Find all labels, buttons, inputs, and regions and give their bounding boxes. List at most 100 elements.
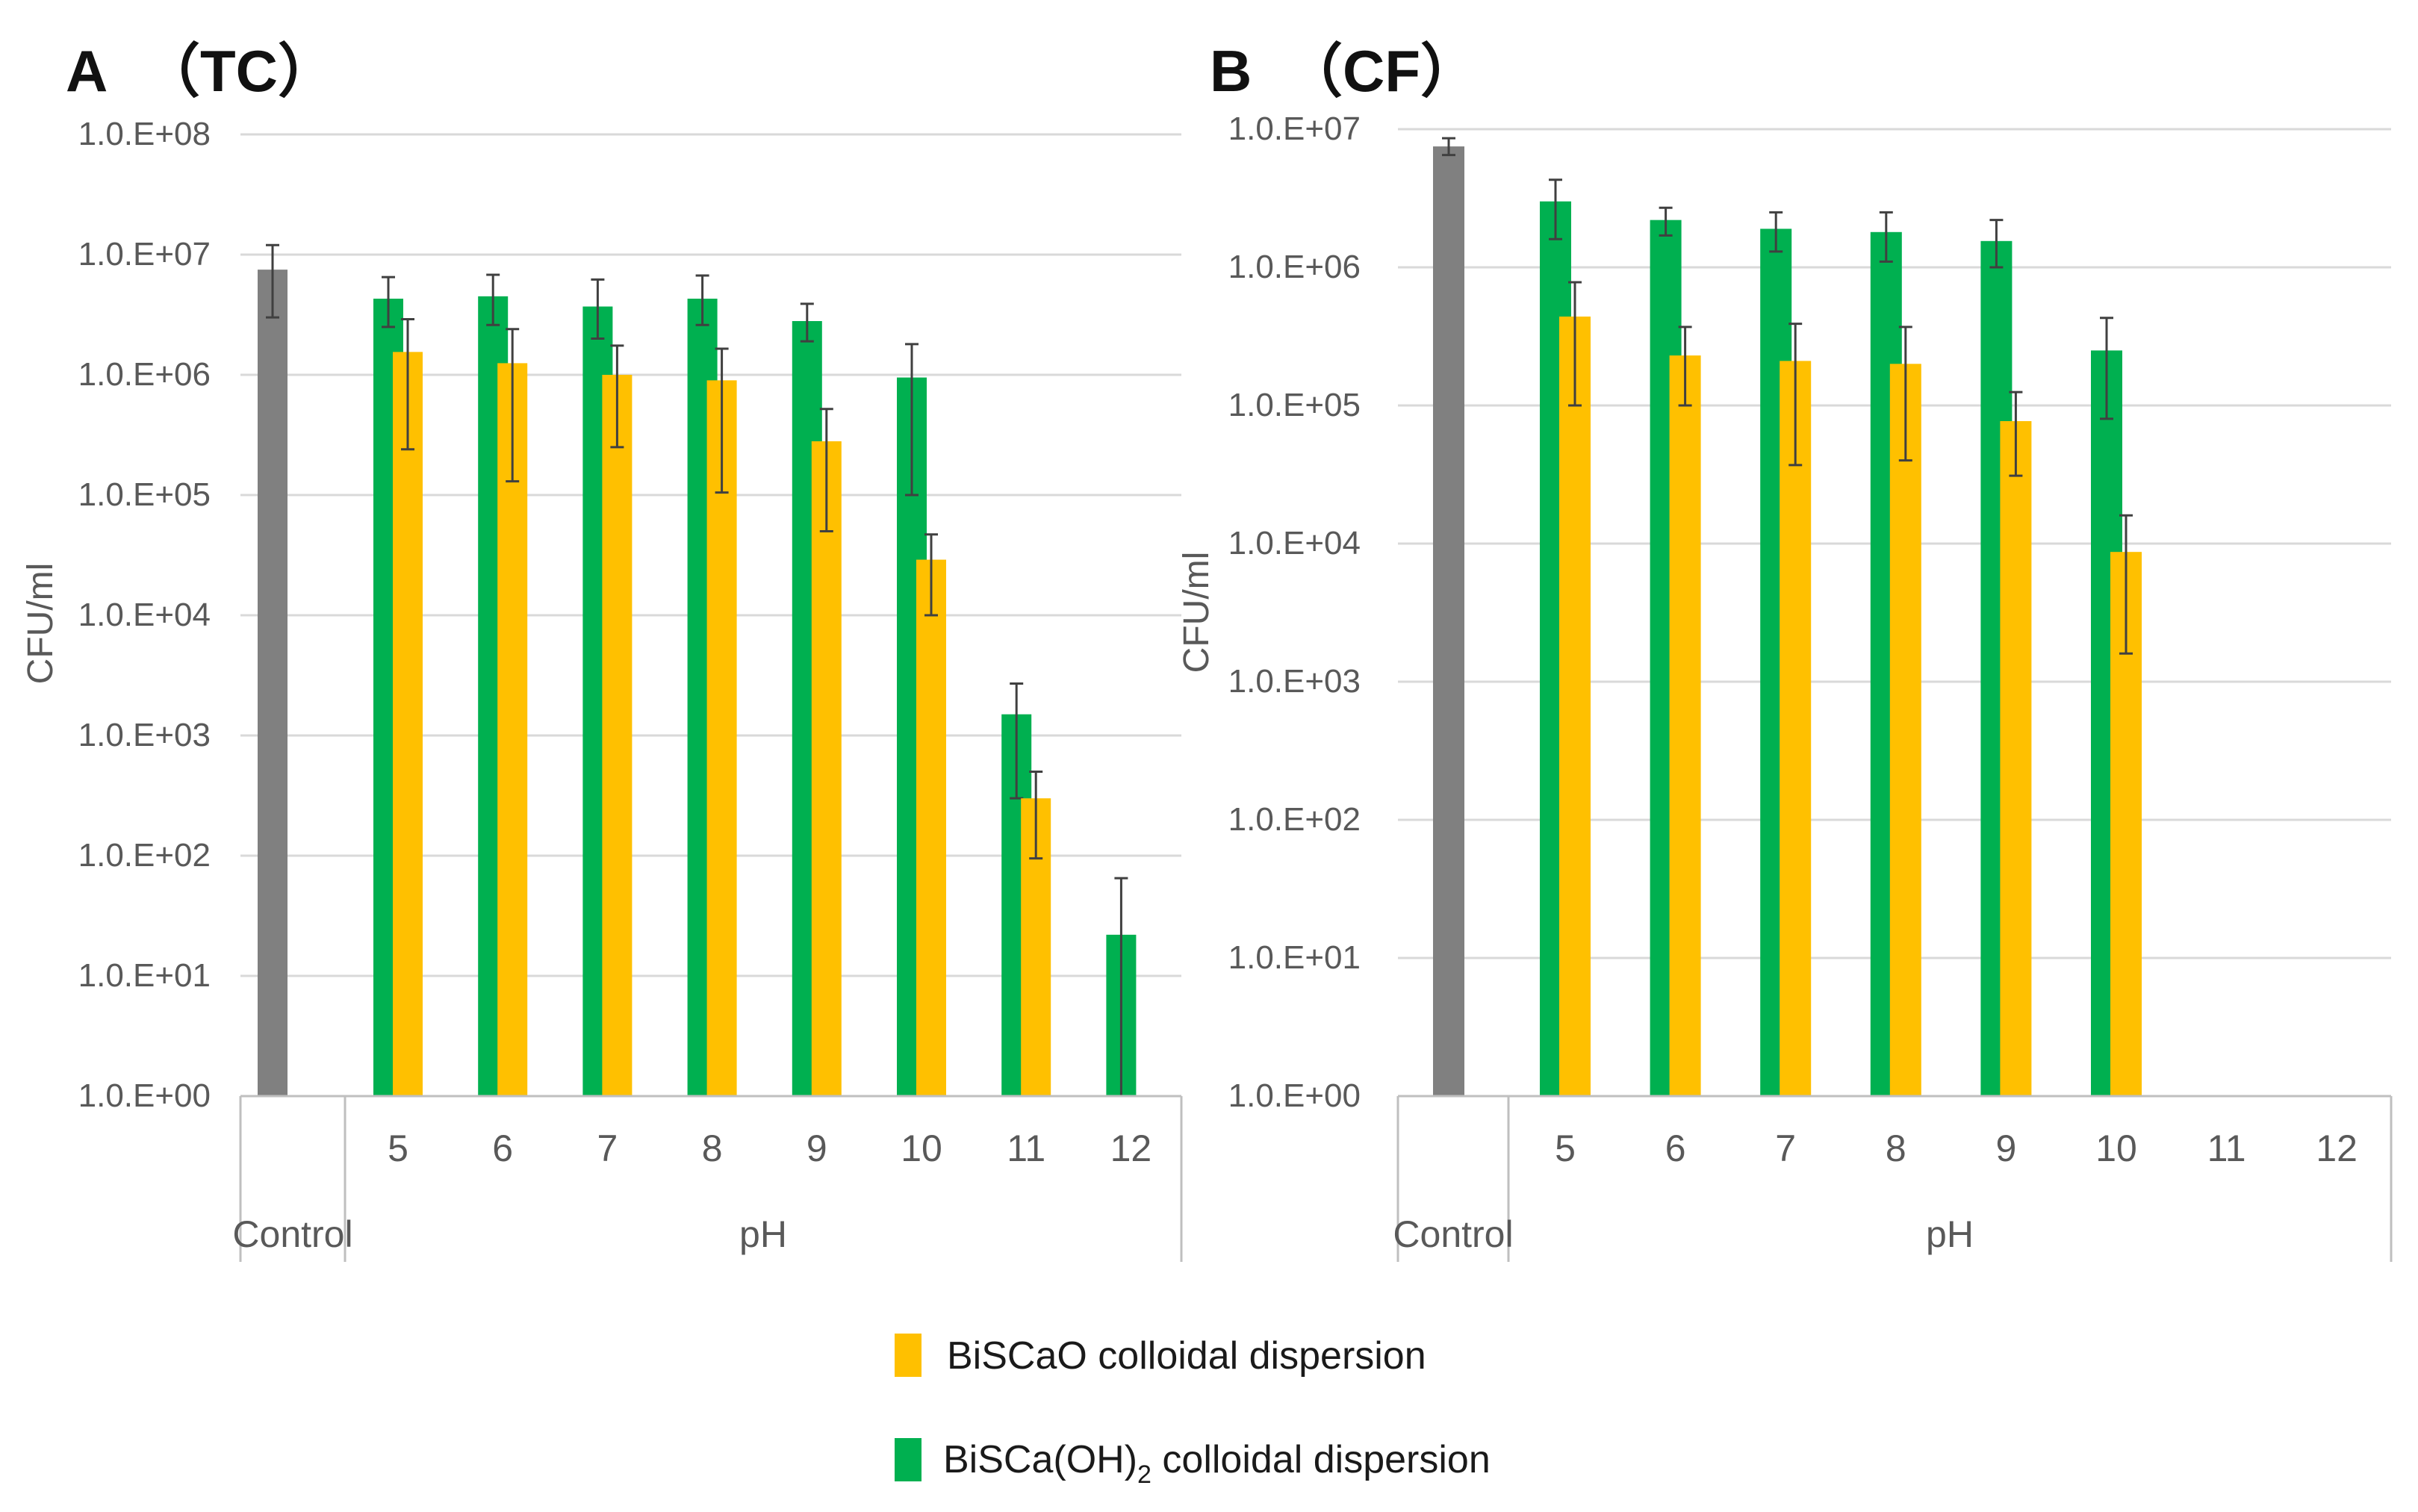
x-tick-label: 12 <box>1110 1127 1152 1169</box>
panel-a-ylabel: CFU/ml <box>21 563 60 685</box>
errorbar-biscao-ph-6 <box>506 328 520 483</box>
bar-biscao-ph-5 <box>393 352 423 1097</box>
bar-biscao-ph-7 <box>1780 361 1812 1097</box>
errorbar-biscaoh-ph-5 <box>1549 178 1562 240</box>
errorbar-biscaoh-ph-10 <box>2100 317 2113 420</box>
panel-b-x-axis: 5 6 7 8 9 10 11 12 Control pH <box>1393 1095 2393 1262</box>
errorbar-biscao-ph-10 <box>2119 514 2133 655</box>
x-tick-label: 6 <box>492 1127 513 1169</box>
legend-label-biscaoh-sub: 2 <box>1137 1460 1151 1489</box>
x-tick-label: 5 <box>1555 1127 1576 1169</box>
panel-a-chart: A （TC） CFU/ml 1.0.E+001.0.E+011.0.E+021.… <box>21 38 1183 1262</box>
y-tick-label: 1.0.E+08 <box>78 116 211 152</box>
x-group-label-ph: pH <box>739 1213 787 1255</box>
errorbar-biscaoh-ph-9 <box>1989 219 2004 269</box>
errorbar-biscao-ph-6 <box>1678 326 1692 407</box>
y-tick-label: 1.0.E+01 <box>1228 939 1361 976</box>
x-tick-label: 11 <box>2207 1127 2246 1169</box>
x-tick-label: 7 <box>597 1127 618 1169</box>
x-tick-label: 11 <box>1007 1127 1045 1169</box>
errorbar-biscao-ph-7 <box>1788 323 1803 467</box>
errorbar-biscao-ph-5 <box>1568 281 1582 407</box>
x-tick-label: 9 <box>1995 1127 2016 1169</box>
panel-a-y-tick-labels: 1.0.E+00 1.0.E+01 1.0.E+02 1.0.E+03 1.0.E+04… <box>78 116 211 1114</box>
errorbar-biscaoh-ph-8 <box>695 274 709 326</box>
y-tick-label: 1.0.E+05 <box>78 476 211 513</box>
y-tick-label: 1.0.E+04 <box>1228 525 1361 561</box>
y-tick-label: 1.0.E+04 <box>78 597 211 633</box>
panel-a-title-paren: （TC） <box>142 38 336 104</box>
x-tick-label: 10 <box>901 1127 942 1169</box>
errorbar-biscaoh-ph-10 <box>905 343 919 497</box>
errorbar-biscao-ph-5 <box>401 318 414 451</box>
y-tick-label: 1.0.E+02 <box>78 837 211 874</box>
bar-biscao-ph-9 <box>2000 420 2032 1096</box>
panel-b-title-paren: （CF） <box>1284 38 1479 104</box>
bar-biscao-ph-5 <box>1559 316 1591 1097</box>
x-tick-label: 5 <box>388 1127 408 1169</box>
x-tick-label: 6 <box>1665 1127 1686 1169</box>
legend-label-biscaoh: BiSCa(OH)2 colloidal dispersion <box>943 1438 1491 1489</box>
x-group-label-ph: pH <box>1926 1213 1974 1255</box>
legend-swatch-biscaoh <box>895 1438 921 1481</box>
bar-biscao-ph-7 <box>602 375 633 1096</box>
y-tick-label: 1.0.E+01 <box>78 957 211 994</box>
x-tick-label: 9 <box>806 1127 827 1169</box>
y-tick-label: 1.0.E+05 <box>1228 387 1361 423</box>
y-tick-label: 1.0.E+03 <box>1228 663 1361 700</box>
legend-label-biscaoh-rest: colloidal dispersion <box>1151 1438 1491 1481</box>
errorbar-biscao-ph-10 <box>924 533 938 617</box>
bar-control <box>1433 146 1464 1097</box>
panel-a-bars <box>258 243 1137 1097</box>
errorbar-biscao-ph-11 <box>1029 770 1043 860</box>
y-tick-label: 1.0.E+03 <box>78 717 211 753</box>
bar-biscao-ph-6 <box>1669 355 1701 1097</box>
y-tick-label: 1.0.E+07 <box>78 236 211 273</box>
bar-control <box>258 270 288 1097</box>
y-tick-label: 1.0.E+07 <box>1228 111 1361 147</box>
y-tick-label: 1.0.E+06 <box>1228 249 1361 285</box>
errorbar-control <box>266 243 279 319</box>
x-tick-label: 8 <box>702 1127 723 1169</box>
errorbar-biscaoh-ph-6 <box>1659 206 1673 237</box>
legend-label-biscaoh-main: BiSCa(OH) <box>943 1438 1137 1481</box>
errorbar-biscao-ph-7 <box>610 344 624 449</box>
panel-a-x-axis: 5 6 7 8 9 10 11 12 Control pH <box>232 1095 1183 1262</box>
errorbar-biscao-ph-8 <box>1898 326 1912 462</box>
panel-b-title-letter: B <box>1210 38 1252 104</box>
x-tick-label: 10 <box>2095 1127 2137 1169</box>
x-tick-label: 12 <box>2316 1127 2358 1169</box>
y-tick-label: 1.0.E+00 <box>78 1077 211 1114</box>
bar-biscao-ph-8 <box>706 380 737 1096</box>
errorbar-biscao-ph-8 <box>715 347 729 494</box>
errorbar-biscaoh-ph-6 <box>486 273 500 326</box>
errorbar-biscao-ph-9 <box>819 408 833 532</box>
errorbar-biscaoh-ph-7 <box>1769 211 1783 253</box>
bar-biscao-ph-10 <box>916 559 946 1096</box>
bar-biscao-ph-8 <box>1889 364 1921 1096</box>
errorbar-biscaoh-ph-9 <box>800 302 814 343</box>
x-group-label-control: Control <box>1393 1213 1513 1255</box>
errorbar-biscaoh-ph-8 <box>1879 211 1893 263</box>
bar-biscao-ph-9 <box>811 441 842 1096</box>
y-tick-label: 1.0.E+00 <box>1228 1077 1361 1114</box>
errorbar-biscaoh-ph-5 <box>382 276 395 329</box>
panel-b-y-tick-labels: 1.0.E+00 1.0.E+01 1.0.E+02 1.0.E+03 1.0.E+04… <box>1228 111 1361 1114</box>
x-tick-label: 8 <box>1886 1127 1906 1169</box>
errorbar-biscaoh-ph-12 <box>1114 877 1128 1096</box>
errorbar-control <box>1442 137 1455 157</box>
y-tick-label: 1.0.E+02 <box>1228 801 1361 838</box>
bar-biscao-ph-6 <box>497 363 528 1097</box>
legend: BiSCaO colloidal dispersion BiSCa(OH)2 c… <box>895 1334 1491 1489</box>
y-tick-label: 1.0.E+06 <box>78 356 211 393</box>
panel-b-ylabel: CFU/ml <box>1177 552 1216 673</box>
x-tick-label: 7 <box>1775 1127 1796 1169</box>
panel-b-chart: B （CF） CFU/ml 1.0.E+001.0.E+011.0.E+021.… <box>1177 38 2393 1262</box>
panel-a-title-letter: A <box>66 38 108 104</box>
panel-b-bars <box>1433 137 2142 1097</box>
legend-swatch-biscao <box>895 1334 921 1377</box>
errorbar-biscao-ph-9 <box>2009 391 2023 477</box>
legend-label-biscao: BiSCaO colloidal dispersion <box>947 1334 1426 1378</box>
errorbar-biscaoh-ph-7 <box>591 278 605 340</box>
